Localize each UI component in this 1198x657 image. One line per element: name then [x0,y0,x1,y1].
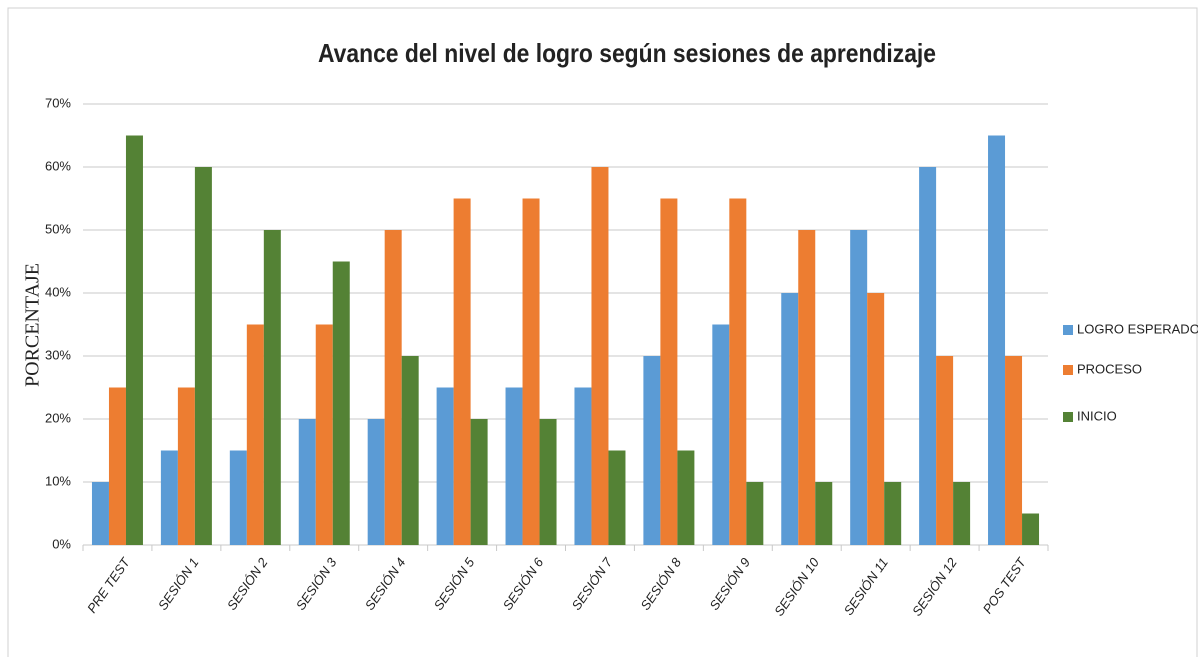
bar [177,387,195,545]
y-tick-label: 20% [45,410,71,425]
bar [988,135,1006,545]
bar [953,482,971,545]
bar [436,387,454,545]
x-tick-label: SESIÓN 9 [706,555,753,613]
bar [608,450,626,545]
bar [125,135,143,545]
bar [643,356,661,545]
bar [246,324,264,545]
bar [850,230,868,545]
y-tick-label: 60% [45,158,71,173]
bar [884,482,902,545]
x-tick-label: SESIÓN 1 [155,555,202,613]
x-tick-label: SESIÓN 5 [431,554,478,612]
y-tick-label: 40% [45,284,71,299]
x-tick-label: POS TEST [980,554,1030,616]
bar [522,198,540,545]
bar [384,230,402,545]
bar [229,450,247,545]
y-tick-label: 0% [52,536,71,551]
x-tick-label: SESIÓN 3 [293,554,340,612]
bar [746,482,764,545]
bar [91,482,109,545]
x-tick-label: SESIÓN 2 [224,554,271,612]
legend-label: PROCESO [1077,361,1142,376]
x-tick-label: SESIÓN 7 [569,554,616,612]
bar [1022,513,1040,545]
bar [815,482,833,545]
bar [919,167,937,545]
legend-swatch [1063,325,1073,335]
chart-frame [7,7,1198,657]
y-axis-label: PORCENTAJE [22,263,44,387]
bar [712,324,730,545]
legend-swatch [1063,365,1073,375]
bar [263,230,281,545]
y-tick-label: 10% [45,473,71,488]
y-tick-label: 50% [45,221,71,236]
legend-label: INICIO [1077,408,1117,423]
bar [1005,356,1023,545]
bar [298,419,316,545]
bar [677,450,695,545]
bar [574,387,592,545]
bar [367,419,385,545]
bar [505,387,523,545]
bar [194,167,212,545]
y-tick-label: 70% [45,95,71,110]
bar [660,198,678,545]
x-tick-label: SESIÓN 6 [500,554,547,612]
bar [591,167,609,545]
x-tick-label: SESIÓN 12 [909,554,960,618]
bar [160,450,178,545]
bar [781,293,799,545]
x-tick-label: PRE TEST [84,554,133,616]
legend-label: LOGRO ESPERADO [1077,321,1198,336]
bar [332,261,350,545]
bar [729,198,747,545]
bar [401,356,419,545]
chart-title: Avance del nivel de logro según sesiones… [318,38,936,68]
bar [470,419,488,545]
x-tick-label: SESIÓN 11 [841,555,891,618]
bar [315,324,333,545]
x-tick-label: SESIÓN 10 [771,554,822,618]
bar [108,387,126,545]
bar [798,230,816,545]
bar [453,198,471,545]
y-tick-label: 30% [45,347,71,362]
x-tick-label: SESIÓN 8 [637,554,684,612]
legend-swatch [1063,412,1073,422]
bar [867,293,885,545]
x-tick-label: SESIÓN 4 [362,555,409,613]
bar [539,419,557,545]
bar [936,356,954,545]
